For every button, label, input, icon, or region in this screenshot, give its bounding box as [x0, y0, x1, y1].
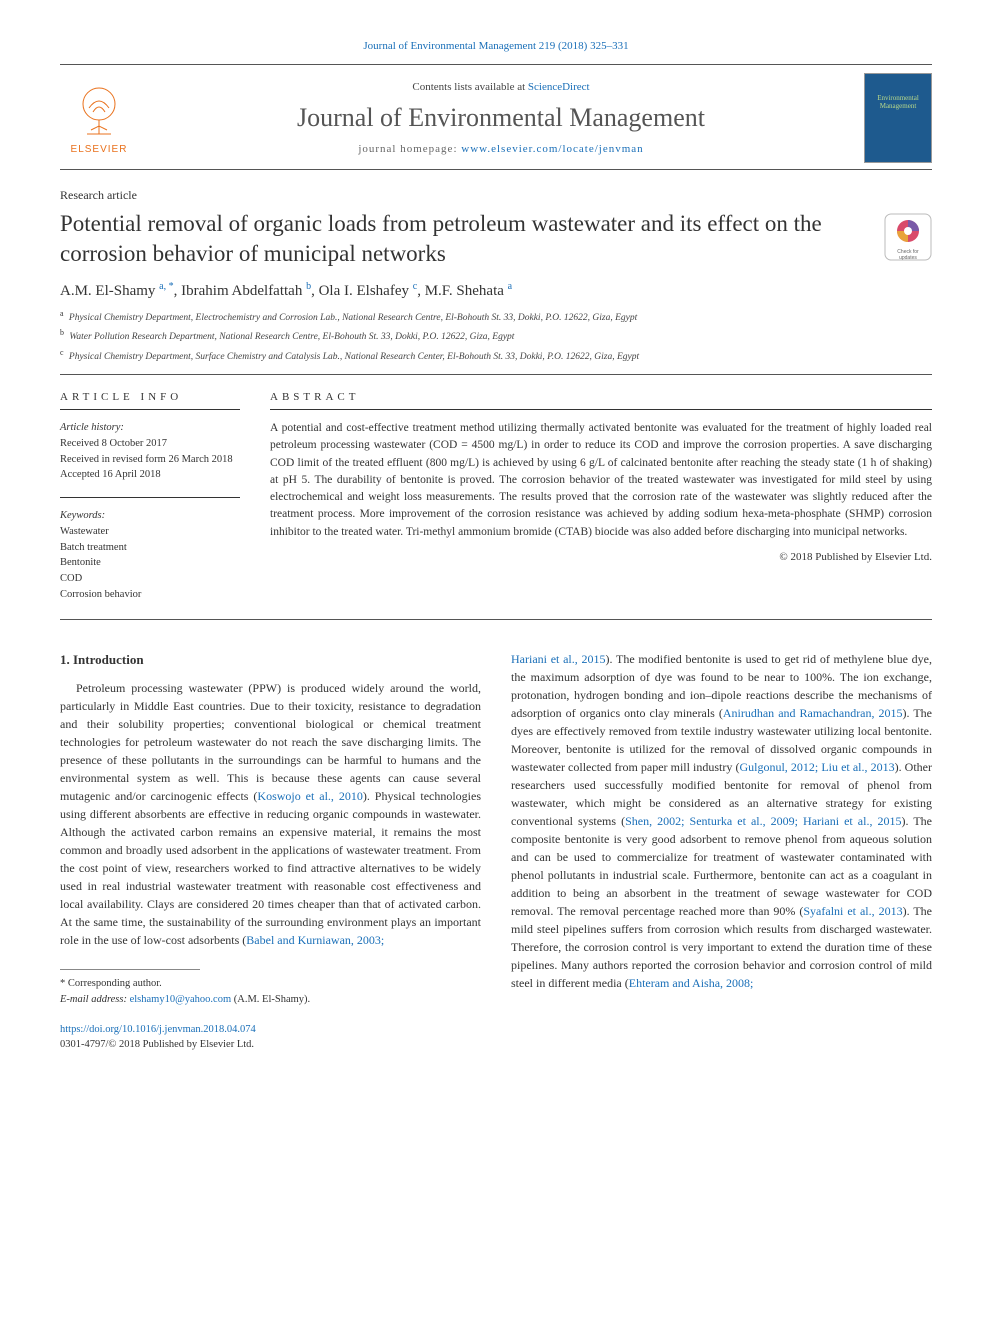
authors: A.M. El-Shamy a, *, Ibrahim Abdelfattah …	[60, 281, 932, 300]
contents-line: Contents lists available at ScienceDirec…	[138, 81, 864, 93]
email-link[interactable]: elshamy10@yahoo.com	[130, 994, 232, 1005]
article-info-heading: ARTICLE INFO	[60, 391, 240, 410]
doi-block: https://doi.org/10.1016/j.jenvman.2018.0…	[60, 1022, 481, 1054]
received-date: Received 8 October 2017	[60, 436, 240, 452]
top-citation-link[interactable]: Journal of Environmental Management 219 …	[60, 40, 932, 52]
keyword: Corrosion behavior	[60, 587, 240, 603]
abstract-copyright: © 2018 Published by Elsevier Ltd.	[270, 551, 932, 563]
journal-homepage: journal homepage: www.elsevier.com/locat…	[138, 143, 864, 155]
intro-para-1: Petroleum processing wastewater (PPW) is…	[60, 679, 481, 949]
keywords-label: Keywords:	[60, 508, 240, 524]
email-suffix: (A.M. El-Shamy).	[231, 994, 310, 1005]
check-updates-icon[interactable]: Check for updates	[884, 213, 932, 261]
affiliation: b Water Pollution Research Department, N…	[60, 327, 932, 344]
email-label: E-mail address:	[60, 994, 130, 1005]
article-info-column: ARTICLE INFO Article history: Received 8…	[60, 391, 240, 603]
elsevier-logo[interactable]: ELSEVIER	[60, 74, 138, 162]
page-root: Journal of Environmental Management 219 …	[0, 0, 992, 1093]
keywords-list: WastewaterBatch treatmentBentoniteCODCor…	[60, 524, 240, 603]
cite-syafalni[interactable]: Syafalni et al., 2013	[803, 904, 902, 918]
body-col-right: Hariani et al., 2015). The modified bent…	[511, 650, 932, 1054]
title-row: Potential removal of organic loads from …	[60, 209, 932, 269]
keyword: Batch treatment	[60, 540, 240, 556]
homepage-label: journal homepage:	[358, 143, 461, 155]
p1b: ). Physical technologies using different…	[60, 789, 481, 947]
cite-anirudhan[interactable]: Anirudhan and Ramachandran, 2015	[723, 706, 903, 720]
keyword: COD	[60, 571, 240, 587]
elsevier-tree-icon	[69, 82, 129, 142]
rule-under-header	[60, 169, 932, 170]
keyword: Bentonite	[60, 555, 240, 571]
rule-under-abstract	[60, 619, 932, 620]
header-center: Contents lists available at ScienceDirec…	[138, 81, 864, 155]
journal-header: ELSEVIER Contents lists available at Sci…	[60, 73, 932, 163]
elsevier-name: ELSEVIER	[71, 144, 128, 155]
p2d: ). The composite bentonite is very good …	[511, 814, 932, 918]
cite-gulgonul[interactable]: Gulgonul, 2012; Liu et al., 2013	[739, 760, 894, 774]
affiliation: c Physical Chemistry Department, Surface…	[60, 347, 932, 364]
body-columns: 1. Introduction Petroleum processing was…	[60, 650, 932, 1054]
rule-under-authors	[60, 374, 932, 375]
p1a: Petroleum processing wastewater (PPW) is…	[60, 681, 481, 803]
cite-ehteram[interactable]: Ehteram and Aisha, 2008;	[629, 976, 754, 990]
history-label: Article history:	[60, 420, 240, 436]
affiliation: a Physical Chemistry Department, Electro…	[60, 308, 932, 325]
article-history: Article history: Received 8 October 2017…	[60, 420, 240, 483]
abstract-heading: ABSTRACT	[270, 391, 932, 410]
homepage-url[interactable]: www.elsevier.com/locate/jenvman	[461, 143, 643, 155]
issn-line: 0301-4797/© 2018 Published by Elsevier L…	[60, 1039, 254, 1050]
doi-link[interactable]: https://doi.org/10.1016/j.jenvman.2018.0…	[60, 1024, 256, 1035]
article-title: Potential removal of organic loads from …	[60, 209, 884, 269]
affiliations: a Physical Chemistry Department, Electro…	[60, 308, 932, 364]
body-col-left: 1. Introduction Petroleum processing was…	[60, 650, 481, 1054]
cite-shen[interactable]: Shen, 2002; Senturka et al., 2009; Haria…	[625, 814, 901, 828]
keywords-block: Keywords: WastewaterBatch treatmentBento…	[60, 508, 240, 603]
cover-text: Environmental Management	[869, 94, 927, 111]
corr-label: * Corresponding author.	[60, 976, 481, 992]
corr-email-line: E-mail address: elshamy10@yahoo.com (A.M…	[60, 992, 481, 1008]
contents-prefix: Contents lists available at	[412, 81, 527, 93]
abstract-column: ABSTRACT A potential and cost-effective …	[270, 391, 932, 603]
article-type: Research article	[60, 188, 932, 203]
journal-name: Journal of Environmental Management	[138, 103, 864, 133]
intro-heading: 1. Introduction	[60, 650, 481, 670]
accepted-date: Accepted 16 April 2018	[60, 467, 240, 483]
footnote-rule	[60, 969, 200, 970]
sciencedirect-link[interactable]: ScienceDirect	[528, 81, 590, 93]
cite-babel[interactable]: Babel and Kurniawan, 2003;	[246, 933, 384, 947]
cite-hariani1[interactable]: Hariani et al., 2015	[511, 652, 606, 666]
revised-date: Received in revised form 26 March 2018	[60, 452, 240, 468]
corresponding-author: * Corresponding author. E-mail address: …	[60, 976, 481, 1008]
info-abstract-row: ARTICLE INFO Article history: Received 8…	[60, 391, 932, 603]
rule-top	[60, 64, 932, 65]
info-divider	[60, 497, 240, 498]
abstract-text: A potential and cost-effective treatment…	[270, 420, 932, 541]
cite-koswojo[interactable]: Koswojo et al., 2010	[257, 789, 362, 803]
keyword: Wastewater	[60, 524, 240, 540]
journal-cover[interactable]: Environmental Management	[864, 73, 932, 163]
svg-text:updates: updates	[899, 255, 917, 261]
top-citation-text[interactable]: Journal of Environmental Management 219 …	[363, 40, 628, 52]
intro-para-2: Hariani et al., 2015). The modified bent…	[511, 650, 932, 992]
